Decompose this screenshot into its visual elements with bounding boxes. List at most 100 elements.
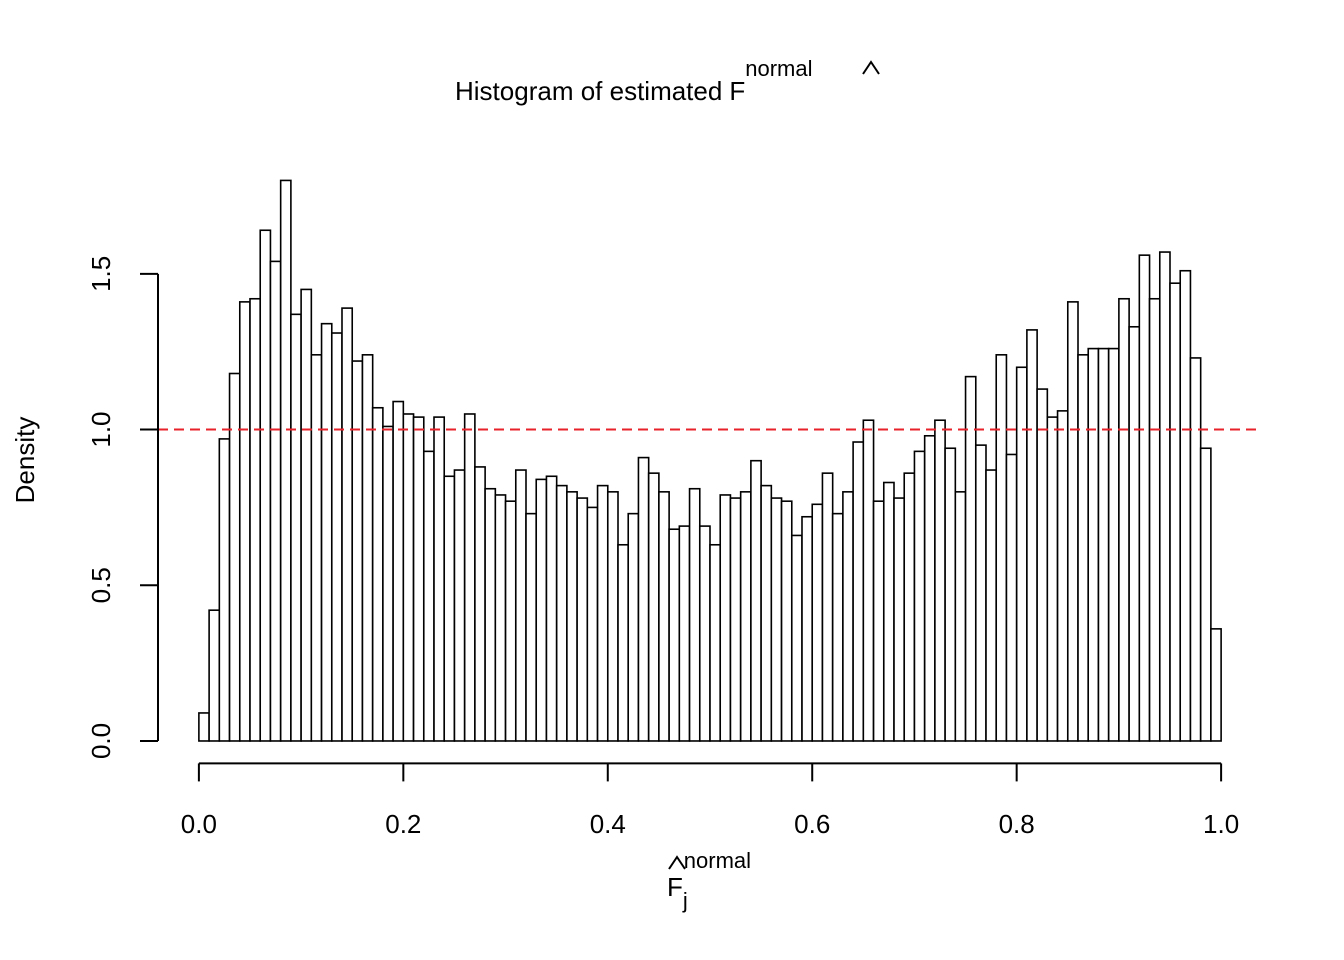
bar [617,543,630,742]
x-tick-label: 0.6 [794,809,830,839]
bar [586,506,599,742]
bar [811,503,824,742]
bar [882,481,895,742]
bar [474,466,486,742]
bar [330,332,343,742]
bar [923,434,936,742]
bar [576,497,589,742]
bar [269,260,282,742]
bar [964,375,977,742]
bar [484,487,497,742]
x-label-superscript: normal [684,848,751,873]
bar [1128,325,1141,742]
bar [790,534,803,742]
bar [1005,453,1018,742]
bar [1199,447,1212,742]
bar [279,179,292,742]
x-axis-label: Fj normal [667,848,751,913]
chart-title: Histogram of estimated Fnormal [455,56,812,106]
bar [1158,251,1171,742]
bar [1036,388,1049,742]
x-tick-label: 0.0 [181,809,217,839]
x-label-subscript: j [682,888,688,913]
bar [760,484,773,742]
bar [566,491,578,742]
bar [443,475,456,742]
bar [801,515,814,742]
bar [1087,347,1100,742]
x-label-symbol: F [667,872,683,902]
bar [954,491,967,742]
y-tick-label: 0.5 [86,567,116,603]
bar [944,447,957,742]
bar [290,313,302,742]
bar [1066,301,1079,742]
bar [1169,282,1182,742]
bar [739,491,752,742]
bar [504,500,517,742]
bar [872,500,885,742]
bar [1046,416,1059,742]
bar [198,712,210,742]
bar [545,475,558,742]
bar [1026,329,1038,742]
bar [637,456,650,742]
bar [974,444,987,742]
bar [893,497,906,742]
bar [750,459,762,742]
bar [238,301,251,742]
bar [606,491,619,742]
y-tick-label: 0.0 [86,723,116,759]
bar [514,469,527,742]
bar [903,472,916,742]
bar [698,525,711,742]
title-symbol: F [729,76,745,106]
bar [1056,410,1069,742]
bar [688,487,701,742]
bar [1015,366,1028,742]
title-text: Histogram of estimated [455,76,722,106]
bar [658,491,670,742]
bar [1138,254,1151,742]
bar [1148,297,1161,742]
bar [249,297,262,742]
bar [535,478,548,742]
bar [678,525,691,742]
bar [463,413,476,742]
bar [985,469,998,742]
bar [259,229,272,742]
bar [729,497,742,742]
bar [995,354,1008,742]
bar [1118,297,1130,742]
bar [668,528,681,742]
bar [852,441,865,742]
bar [320,322,333,742]
bar [821,472,834,742]
bar [1077,354,1090,742]
bar [862,419,875,742]
bar [433,416,446,742]
bar [525,512,538,742]
bar [934,419,946,742]
y-tick-label: 1.0 [86,411,116,447]
y-tick-label: 1.5 [86,256,116,292]
x-tick-label: 0.4 [590,809,626,839]
bar [709,543,722,742]
bar [218,438,231,742]
bar [627,512,640,742]
bar [351,360,364,742]
hat [668,855,686,870]
x-tick-label: 0.8 [999,809,1035,839]
bar [361,354,374,742]
bar [596,484,609,742]
bar [647,472,660,742]
bar [555,484,568,742]
bar [208,609,221,742]
bar [1189,357,1202,742]
bar [780,500,793,742]
x-tick-label: 1.0 [1203,809,1239,839]
bar [1097,347,1110,742]
hat [862,60,880,75]
bar [770,497,783,742]
